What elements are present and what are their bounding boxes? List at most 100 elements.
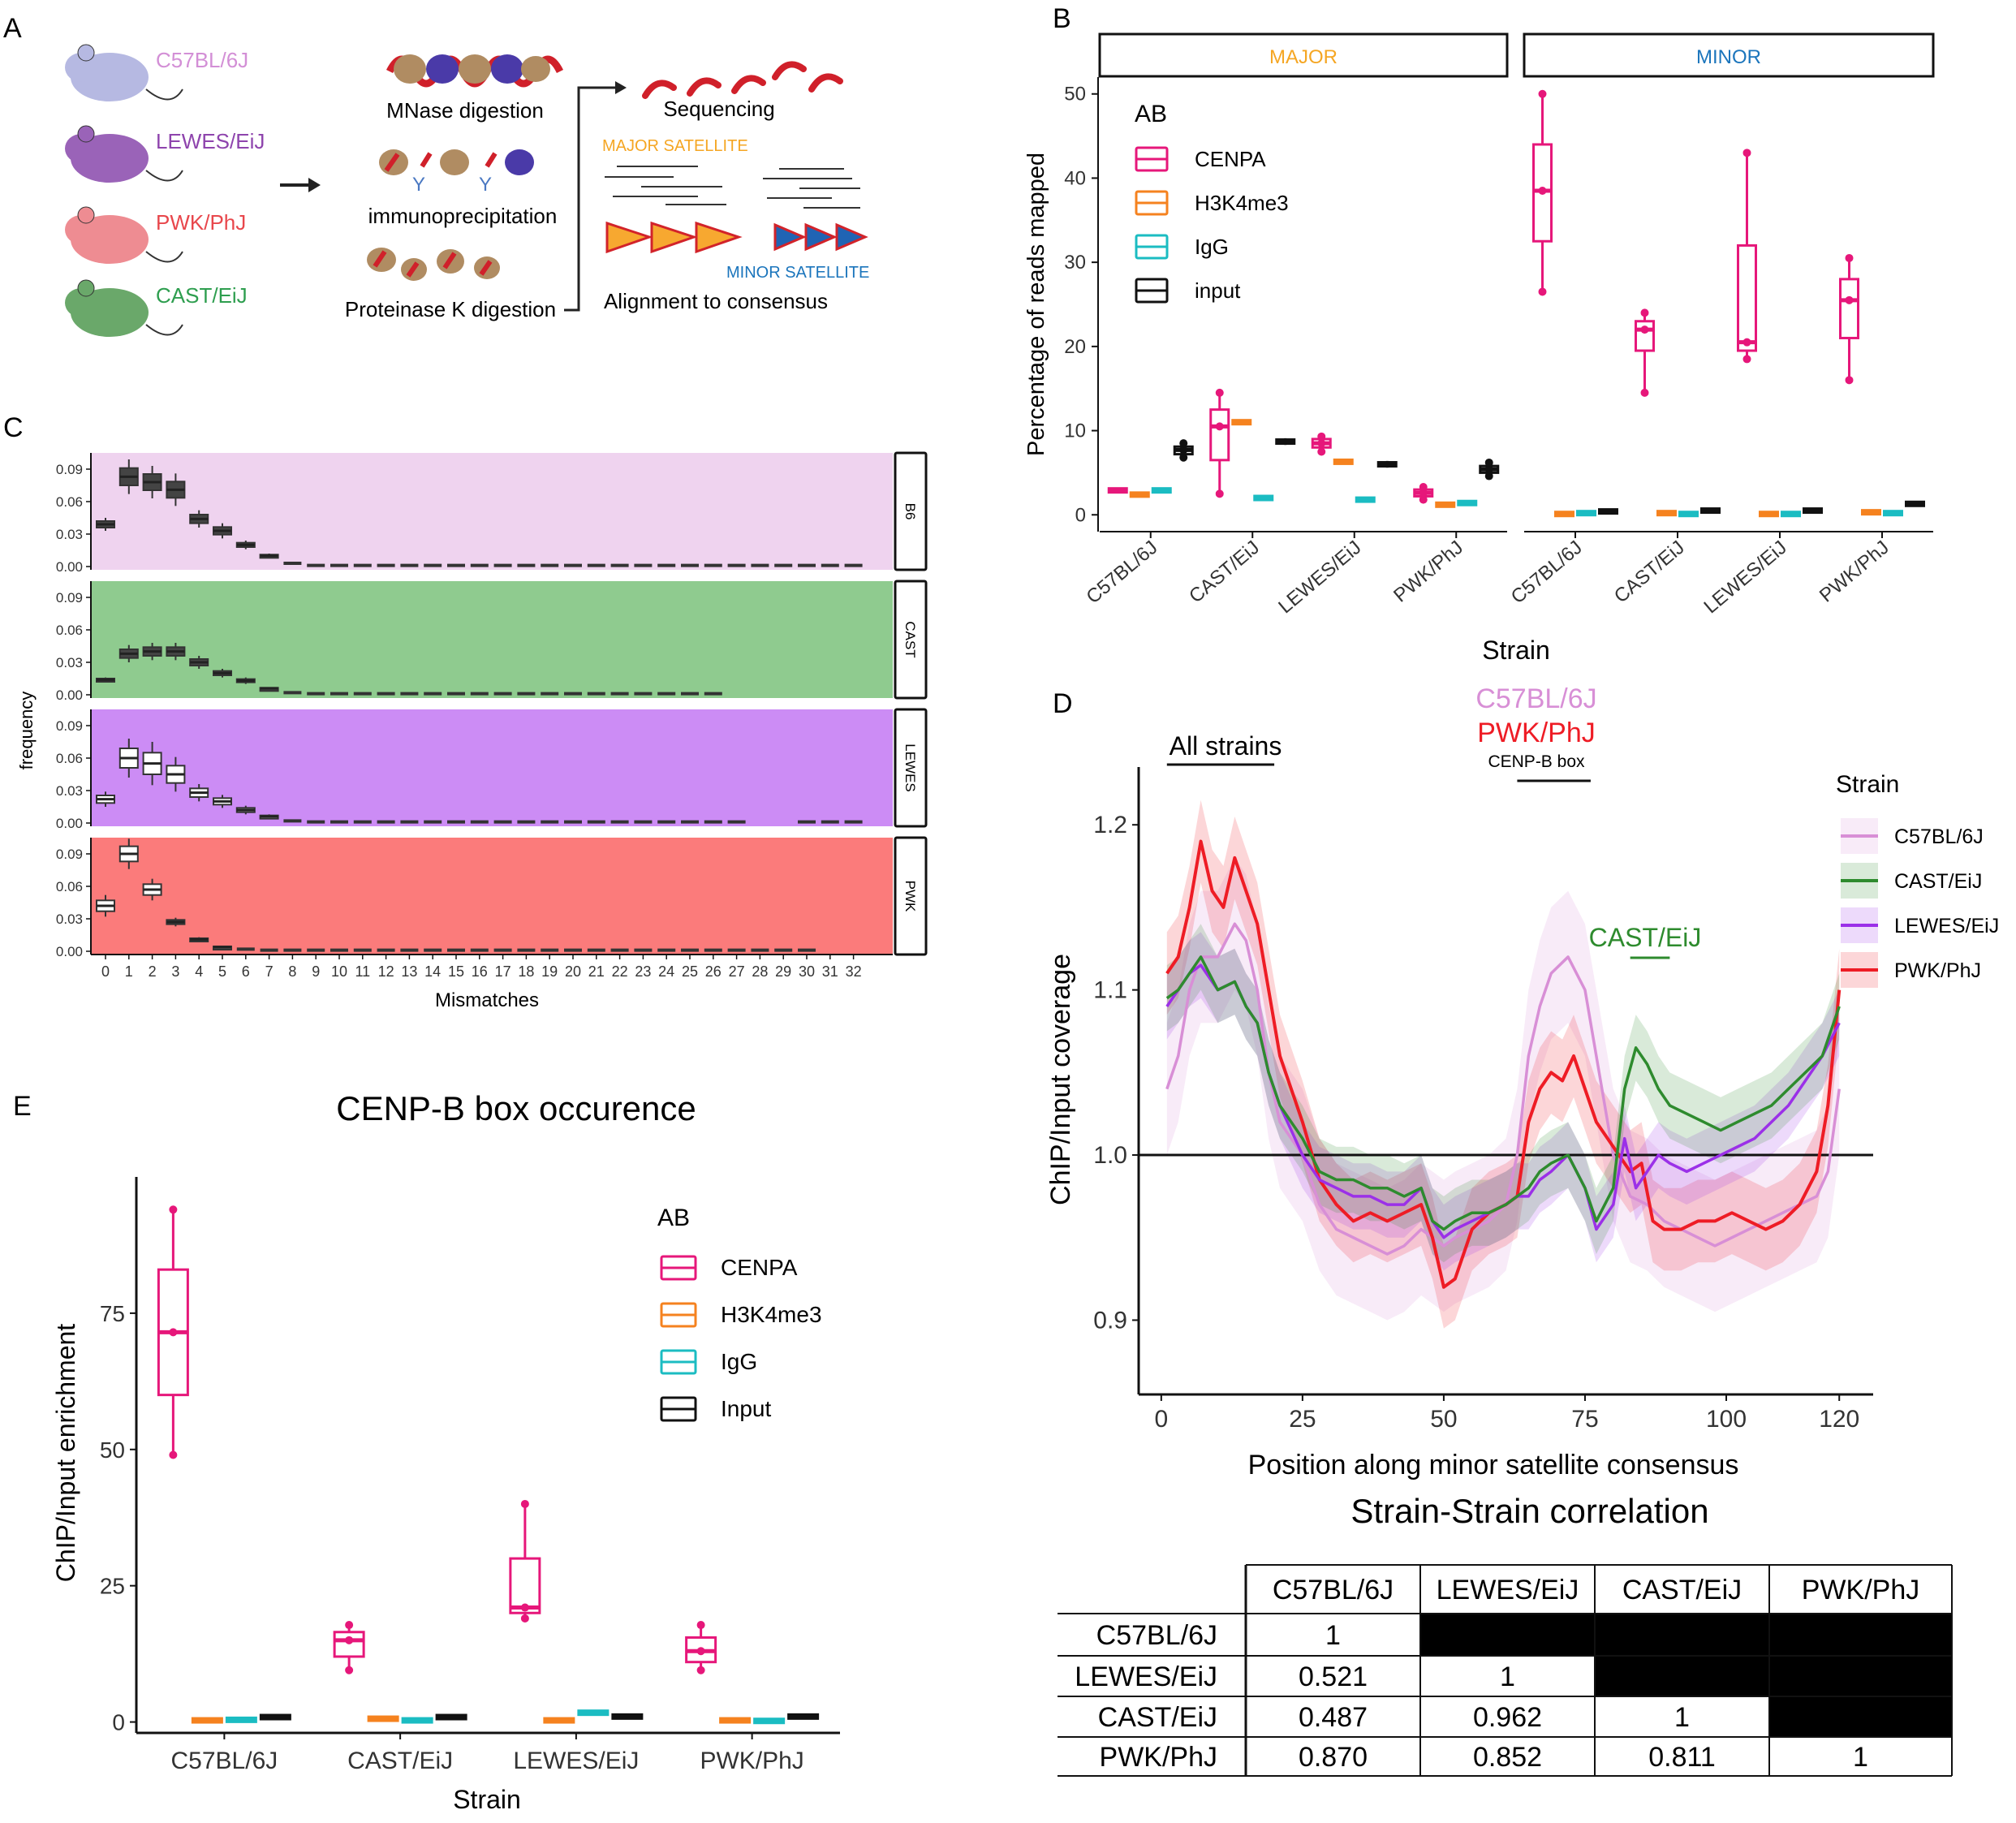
x-tick-label: 3 <box>171 963 179 980</box>
legend-label: IgG <box>1195 235 1229 259</box>
x-tick-label: PWK/PhJ <box>700 1748 803 1774</box>
y-tick-label: 0.06 <box>56 494 83 510</box>
y-tick-label: 0.9 <box>1093 1307 1127 1334</box>
y-tick-label: 25 <box>100 1574 125 1599</box>
data-point <box>1640 388 1649 397</box>
facet-label: MAJOR <box>1269 46 1338 68</box>
table-column-header: C57BL/6J <box>1273 1575 1394 1605</box>
x-tick-label: LEWES/EiJ <box>513 1748 639 1774</box>
legend-label: PWK/PhJ <box>1894 959 1981 982</box>
x-tick-label: 7 <box>265 963 274 980</box>
flow-connector <box>564 81 627 312</box>
mouse-ear <box>77 44 95 62</box>
sequencing-label: Sequencing <box>663 97 774 121</box>
svg-text:Y: Y <box>412 174 425 196</box>
x-tick-label: PWK/PhJ <box>1816 537 1893 607</box>
table-cell: 1 <box>1500 1661 1515 1692</box>
correlation-table: Strain-Strain correlation C57BL/6J LEWES/E… <box>1058 1492 1953 1777</box>
annotation-cast: CAST/EiJ <box>1589 923 1702 952</box>
mouse-tail <box>145 88 183 101</box>
x-tick-label: 13 <box>401 963 417 980</box>
facet-strip <box>894 580 928 700</box>
x-tick-label: 1 <box>125 963 133 980</box>
y-tick-label: 50 <box>100 1437 125 1463</box>
data-point <box>696 1666 705 1674</box>
series-line <box>1165 922 1841 1256</box>
x-tick-label: 30 <box>799 963 815 980</box>
facet-strip <box>894 708 928 828</box>
data-point <box>169 1328 178 1337</box>
facet-label: LEWES <box>902 743 918 792</box>
mouse-list: C57BL/6J LEWES/EiJ PWK/PhJ CAST/EiJ <box>65 44 265 337</box>
mouse-tail <box>145 324 183 336</box>
y-tick-label: 0.03 <box>56 783 83 799</box>
x-tick-label: 8 <box>288 963 296 980</box>
table-cell: 0.870 <box>1299 1742 1368 1773</box>
data-point <box>1179 439 1188 448</box>
box-iqr <box>509 1557 541 1614</box>
panel-c: C 0.00 0.03 0.06 0.09 B6 0.00 0.03 0.06 0.09 CAST… <box>3 412 928 1011</box>
data-point <box>1845 253 1854 262</box>
panel-letter-e: E <box>13 1091 32 1122</box>
table-cell: 0.521 <box>1299 1661 1368 1692</box>
x-tick-label: 29 <box>775 963 791 980</box>
table-cell: 1 <box>1853 1742 1868 1773</box>
mouse-ear <box>77 125 95 143</box>
box-iqr <box>1737 243 1757 352</box>
x-tick-label: 12 <box>378 963 394 980</box>
table-cell-blank <box>1595 1614 1769 1656</box>
data-point <box>520 1499 529 1508</box>
x-tick-label: 9 <box>312 963 320 980</box>
chart-title: CENP-B box occurence <box>336 1089 696 1127</box>
y-tick-label: 0.09 <box>56 718 83 734</box>
data-point <box>1640 325 1649 334</box>
x-tick-label: 6 <box>242 963 250 980</box>
data-point <box>1538 89 1547 98</box>
table-cell-blank <box>1769 1696 1952 1737</box>
mouse-ear <box>77 206 95 224</box>
legend-label: H3K4me3 <box>1195 191 1289 215</box>
x-tick-label: 32 <box>846 963 862 980</box>
major-repeat-arrows <box>605 221 743 254</box>
box-iqr <box>1209 408 1230 462</box>
facet-strip <box>894 451 928 571</box>
box-iqr <box>1839 278 1859 339</box>
mouse-strain-label: C57BL/6J <box>156 48 248 72</box>
data-point <box>1484 458 1493 467</box>
x-tick-label: 10 <box>331 963 347 980</box>
data-point <box>1845 376 1854 385</box>
data-point <box>1742 149 1751 157</box>
x-tick-label: 21 <box>588 963 605 980</box>
legend-label: C57BL/6J <box>1894 825 1984 848</box>
facet-label: CAST <box>902 621 918 657</box>
sequencing-reads-icon <box>642 61 843 99</box>
data-point <box>1484 472 1493 481</box>
annotation-c57: C57BL/6J <box>1475 683 1596 714</box>
table-cell: 0.962 <box>1473 1702 1542 1733</box>
x-tick-label: C57BL/6J <box>1083 537 1162 608</box>
table-column-header: LEWES/EiJ <box>1437 1575 1579 1605</box>
data-point <box>1419 483 1428 492</box>
data-point <box>1640 308 1649 317</box>
alignment-label: Alignment to consensus <box>604 289 828 313</box>
data-point <box>1742 355 1751 364</box>
panel-letter-c: C <box>3 412 24 443</box>
x-tick-label: 28 <box>752 963 768 980</box>
data-point <box>520 1603 529 1612</box>
y-axis-label: ChIP/Input enrichment <box>51 1324 80 1583</box>
x-tick-label: CAST/EiJ <box>1610 537 1689 608</box>
data-point <box>1419 489 1428 498</box>
data-point <box>345 1666 354 1674</box>
y-axis-label: frequency <box>16 692 37 770</box>
facet-strip <box>894 836 928 956</box>
protein-digest-icon <box>367 248 500 281</box>
y-tick-label: 1.2 <box>1093 812 1127 838</box>
step-ip: immunoprecipitation <box>368 204 558 228</box>
y-tick-label: 50 <box>1064 84 1086 106</box>
table-cell: 1 <box>1674 1702 1690 1733</box>
legend-label: Input <box>721 1396 771 1421</box>
svg-text:Y: Y <box>479 174 492 196</box>
y-axis-label: ChIP/Input coverage <box>1045 954 1076 1205</box>
x-tick-label: 25 <box>682 963 698 980</box>
